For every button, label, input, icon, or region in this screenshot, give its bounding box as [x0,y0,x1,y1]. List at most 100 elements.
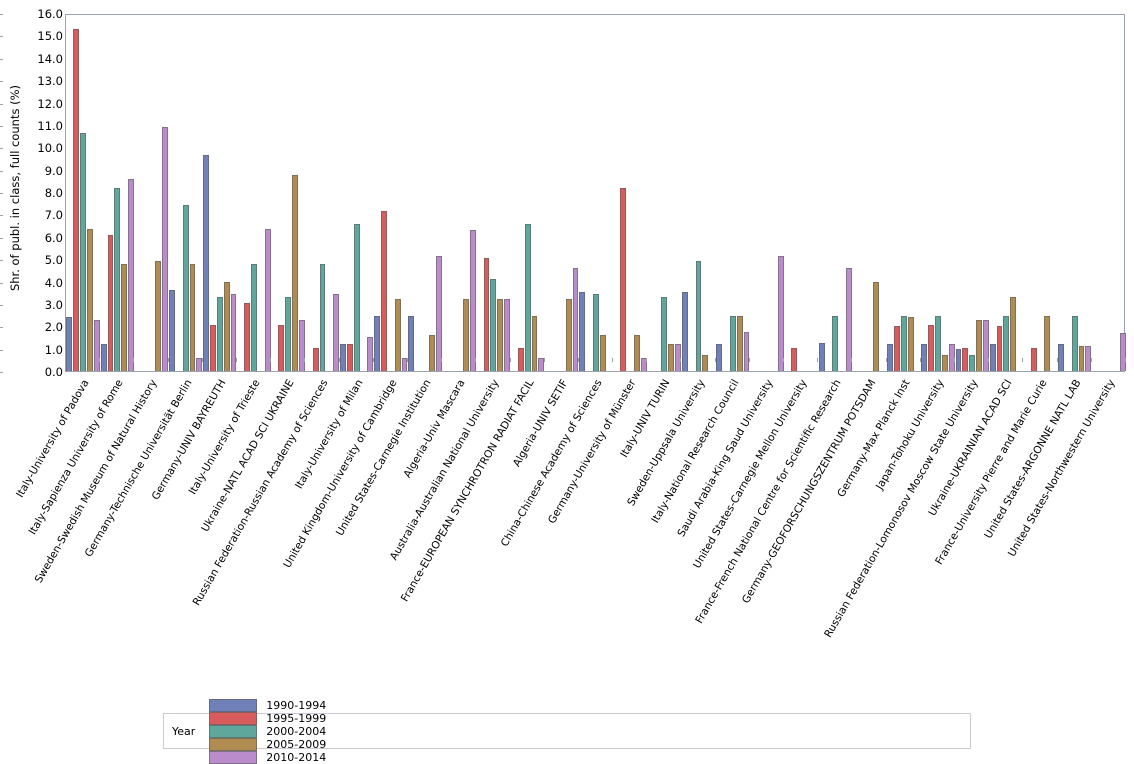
legend-color-swatch [209,724,258,738]
bar [1010,297,1017,371]
bar-group [716,15,750,371]
bar-group [1023,15,1057,371]
bar [1119,332,1126,371]
y-axis-tick-label: 0.0 [0,365,63,379]
x-axis-labels: Italy-University of Padova Italy-Sapienza… [14,377,1125,698]
x-axis-tick-mark [372,358,374,362]
x-axis-tick-label: Japan-Tohoku University [873,377,947,492]
bar [73,28,80,371]
bar [374,316,381,371]
bar [169,290,175,371]
bar [675,344,681,371]
bar-group [511,15,545,371]
y-axis-tick-mark [0,148,3,150]
bar-group [476,15,511,371]
bar [743,331,750,371]
bar-group [750,15,784,371]
bar [66,317,73,371]
bar [962,347,969,371]
legend-color-swatch [209,737,258,751]
bar-group [374,15,408,371]
y-axis-tick-label: 13.0 [0,74,63,88]
bar [483,258,490,371]
bar [846,268,852,371]
bar [736,316,743,371]
legend-items: 1990-1994 1995-1999 2000-2004 2005-2009 2010… [209,698,348,764]
bar [469,230,476,371]
bar [996,326,1003,371]
bar [777,255,784,371]
bar [312,347,319,371]
x-axis-tick-mark [441,358,443,362]
bar-group [169,15,203,371]
y-axis-tick-mark [0,282,3,284]
legend-item[interactable]: 2000-2004 [209,724,327,738]
x-axis-tick-mark [99,358,101,362]
y-axis-tick-label: 16.0 [0,7,63,21]
bar [524,224,531,371]
x-axis-tick-mark [783,358,785,362]
bar [599,335,606,371]
bar [435,255,442,371]
bar [299,319,305,371]
x-axis-tick-label-text: Algeria-Univ Mascara [401,377,468,480]
bar-group [613,15,647,371]
bar [497,299,504,371]
bar [681,291,688,371]
bar [1044,316,1051,371]
bar [873,281,880,371]
x-axis-tick-mark [304,358,306,362]
bar [155,261,162,371]
x-axis-tick-mark [954,358,956,362]
legend-item[interactable]: 1995-1999 [209,711,326,725]
bar-group [203,15,237,371]
bar-group [989,15,1023,371]
y-axis-tick-label: 9.0 [0,164,63,178]
bar [989,344,996,371]
bar-group [305,15,340,371]
bar [1058,344,1064,371]
bar [93,319,100,371]
y-axis-tick-mark [0,193,3,194]
bar [114,187,121,371]
legend-item-label: 2005-2009 [266,737,327,751]
y-axis-tick-mark [0,327,3,329]
bar [620,187,627,371]
x-axis-tick-label-text: Russian Federation-Russian Academy of Sc… [191,377,331,608]
x-axis-tick-mark [748,358,750,362]
bar [381,211,387,371]
legend-item[interactable]: 2005-2009 [209,737,327,751]
bar-group [955,15,989,371]
legend: Year 1990-1994 1995-1999 2000-2004 2005-200… [163,698,971,764]
legend-item-label: 2010-2014 [266,750,327,764]
y-axis-tick-mark [0,372,3,373]
bar-group [237,15,271,371]
bar-group [852,15,886,371]
bar [367,337,374,371]
y-axis-tick-label: 4.0 [0,276,63,290]
bar [572,268,579,371]
bar [121,263,128,371]
legend-item[interactable]: 2010-2014 [209,750,327,764]
x-axis-tick-mark [509,358,511,362]
bar [230,293,237,371]
bar [695,261,702,371]
bar [210,325,216,371]
y-axis-tick-mark [0,170,3,172]
bar-group [100,15,134,371]
bar [216,297,223,371]
x-axis-tick-mark [543,358,545,362]
x-axis-tick-mark [646,358,648,362]
bar [128,178,134,371]
bar [976,319,982,371]
legend-item[interactable]: 1990-1994 [209,698,326,712]
bar [565,299,572,371]
bar [593,293,599,371]
x-axis-tick-mark [817,358,819,362]
bar [791,347,798,371]
y-axis-tick-label: 14.0 [0,52,63,66]
bar [490,279,497,371]
legend-item-label: 2000-2004 [266,724,327,738]
x-axis-tick-label-text: Japan-Tohoku University [873,377,947,492]
x-axis-tick-mark [851,358,853,362]
